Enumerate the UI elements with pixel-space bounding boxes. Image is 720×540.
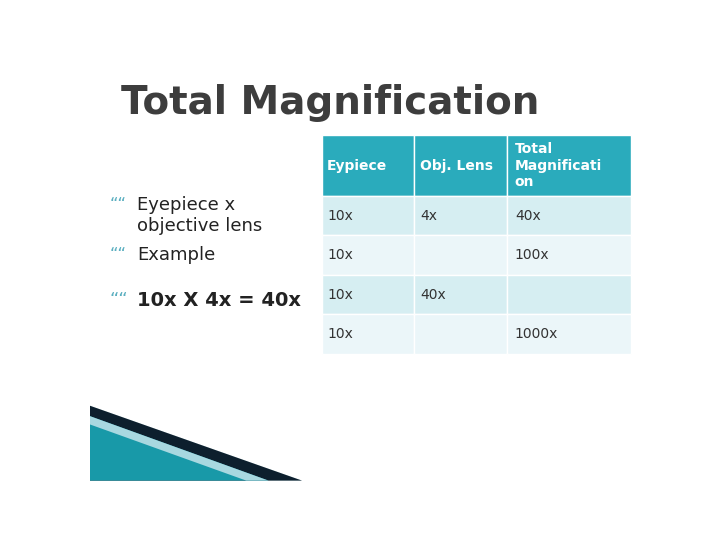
- Text: ““: ““: [109, 292, 128, 309]
- Text: 4x: 4x: [420, 208, 437, 222]
- Text: 10x: 10x: [327, 248, 353, 262]
- Text: ““: ““: [109, 246, 127, 264]
- Text: 10x: 10x: [327, 287, 353, 301]
- Text: 100x: 100x: [515, 248, 549, 262]
- Text: Eypiece: Eypiece: [327, 159, 387, 173]
- Text: 40x: 40x: [420, 287, 446, 301]
- Bar: [508, 275, 631, 314]
- Polygon shape: [90, 416, 269, 481]
- Text: 40x: 40x: [515, 208, 541, 222]
- Text: Total
Magnificati
on: Total Magnificati on: [515, 143, 602, 189]
- Text: 10x: 10x: [327, 208, 353, 222]
- Bar: [508, 196, 631, 235]
- Text: Total Magnification: Total Magnification: [121, 84, 539, 122]
- Polygon shape: [90, 406, 302, 481]
- Text: Eyepiece x
objective lens: Eyepiece x objective lens: [138, 196, 263, 234]
- Bar: [415, 196, 508, 235]
- Bar: [322, 136, 415, 196]
- Bar: [415, 275, 508, 314]
- Bar: [415, 136, 508, 196]
- Text: 10x: 10x: [327, 327, 353, 341]
- Bar: [415, 235, 508, 275]
- Bar: [415, 314, 508, 354]
- Polygon shape: [90, 406, 302, 481]
- Bar: [322, 314, 415, 354]
- Text: Example: Example: [138, 246, 216, 264]
- Polygon shape: [90, 416, 269, 481]
- Bar: [508, 136, 631, 196]
- Bar: [508, 314, 631, 354]
- Bar: [322, 196, 415, 235]
- Text: 10x X 4x = 40x: 10x X 4x = 40x: [138, 292, 302, 310]
- Bar: [322, 235, 415, 275]
- Text: 1000x: 1000x: [515, 327, 558, 341]
- Text: ““: ““: [109, 196, 127, 214]
- Bar: [508, 235, 631, 275]
- Bar: [322, 275, 415, 314]
- Text: Obj. Lens: Obj. Lens: [420, 159, 493, 173]
